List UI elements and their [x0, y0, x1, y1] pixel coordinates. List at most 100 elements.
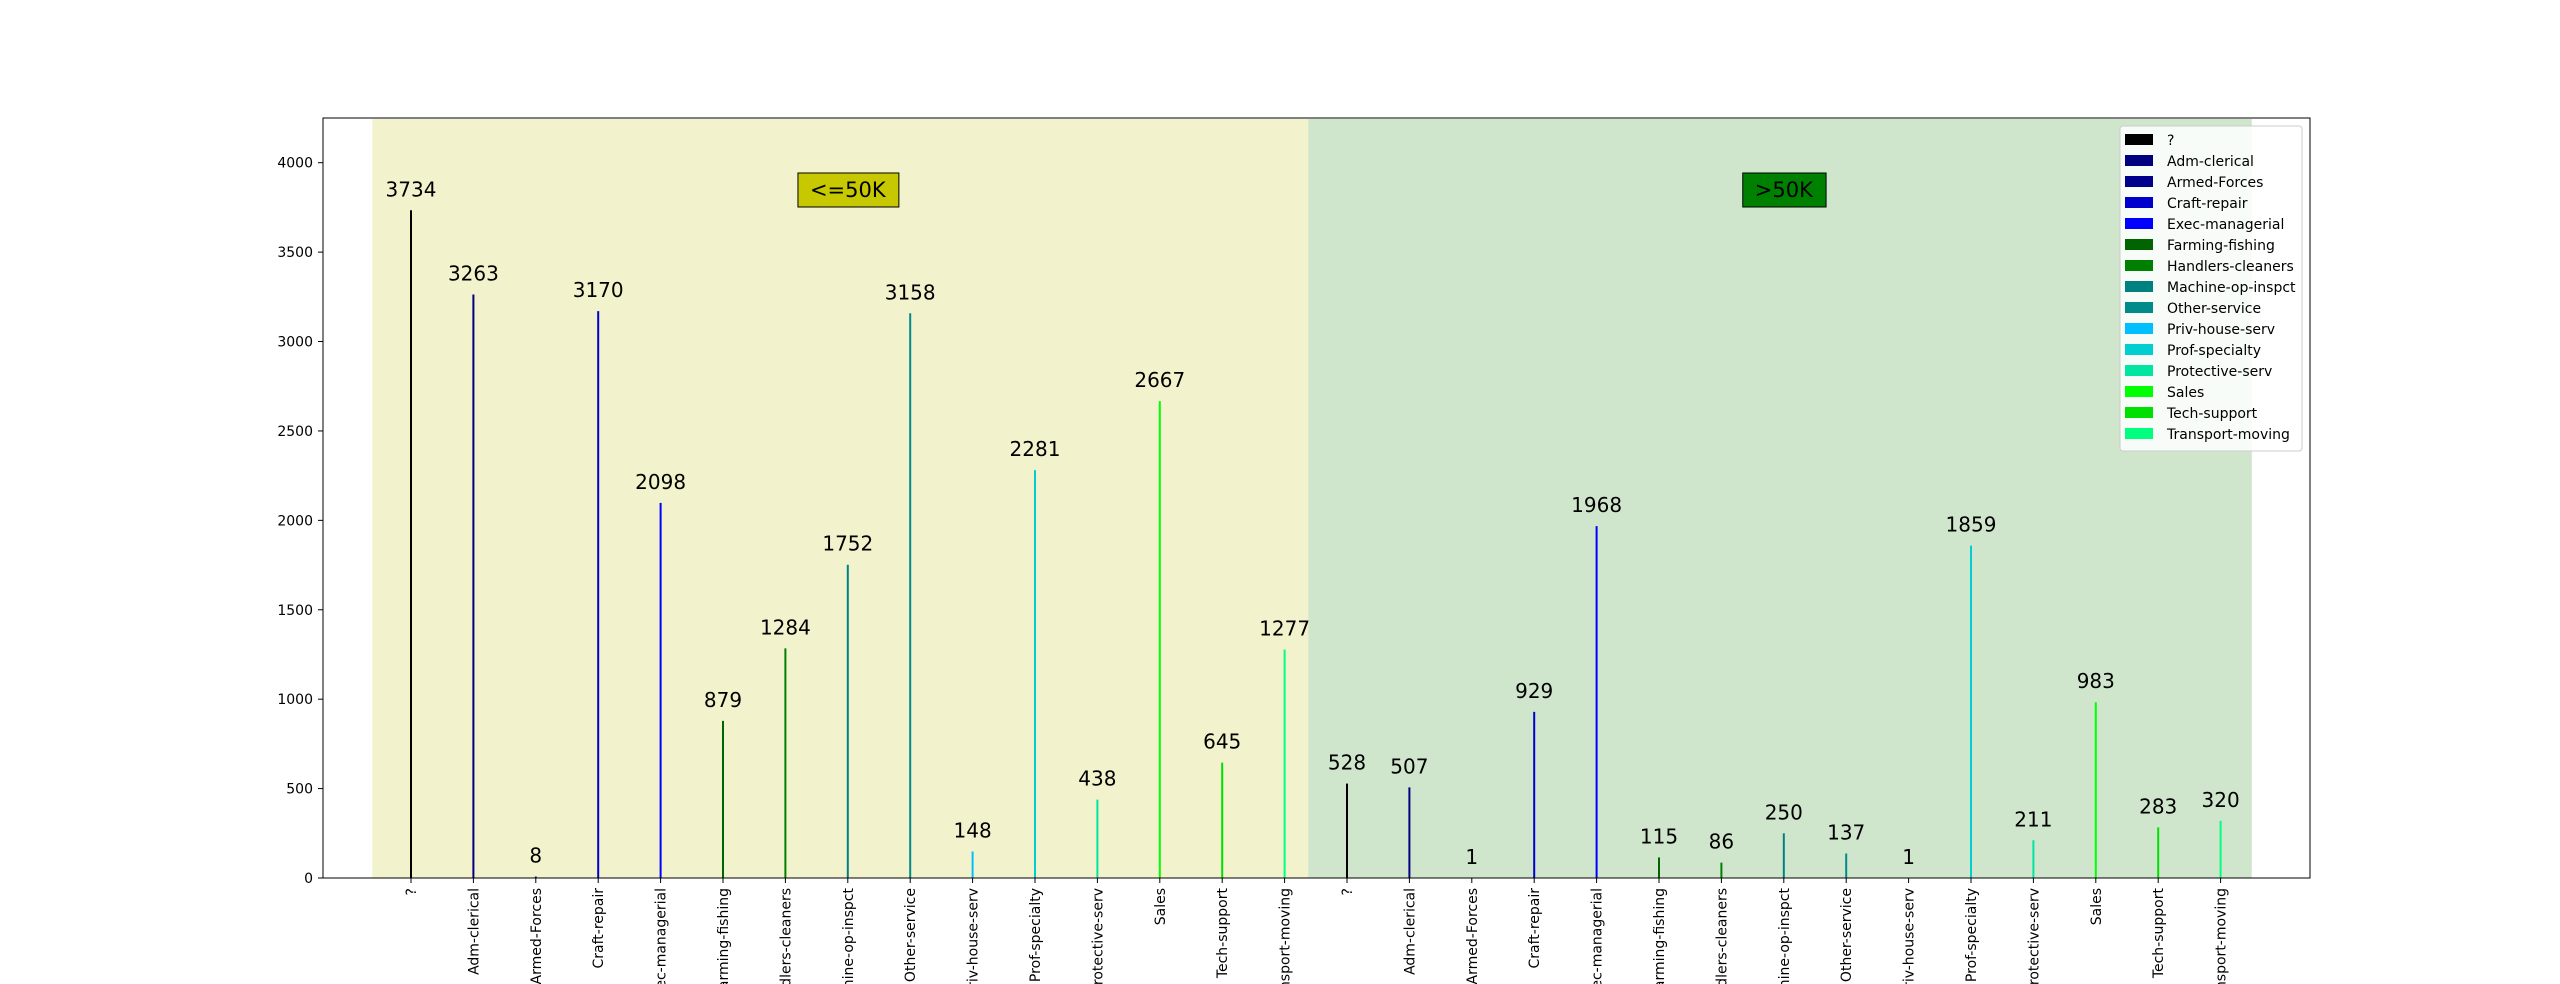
y-tick-label: 3500 [277, 245, 313, 261]
y-tick-label: 3000 [277, 335, 313, 351]
x-tick-label: Adm-clerical [466, 888, 482, 975]
value-label: 1752 [822, 532, 873, 556]
y-tick-label: 2500 [277, 424, 313, 440]
value-label: 507 [1390, 754, 1428, 778]
x-tick-label: Craft-repair [591, 888, 607, 969]
legend-swatch [2125, 155, 2153, 166]
value-label: 3170 [573, 278, 624, 302]
x-tick-label: Armed-Forces [529, 888, 545, 984]
x-tick-label: Protective-serv [2026, 888, 2042, 984]
legend: ? Adm-clerical Armed-Forces Craft-repair Exe… [2119, 125, 2303, 452]
legend-swatch [2125, 386, 2153, 397]
y-tick-label: 1500 [277, 603, 313, 619]
x-tick-label: Other-service [903, 888, 919, 982]
value-label: 1277 [1259, 617, 1310, 641]
legend-swatch [2125, 176, 2153, 187]
x-tick-label: Adm-clerical [1402, 888, 1418, 975]
legend-swatch [2125, 323, 2153, 334]
legend-entry: Protective-serv [2167, 364, 2272, 380]
x-tick-label: Priv-house-serv [1902, 888, 1918, 984]
legend-entry: Tech-support [2166, 406, 2258, 422]
group-label-box [1742, 172, 1827, 208]
value-label: 3263 [448, 261, 499, 285]
x-tick-label: Tech-support [2151, 888, 2167, 980]
x-tick-label: Handlers-cleaners [1714, 888, 1730, 984]
value-label: 1 [1465, 845, 1478, 869]
legend-entry: Sales [2167, 385, 2204, 401]
legend-swatch [2125, 260, 2153, 271]
legend-entry: Prof-specialty [2167, 343, 2261, 359]
value-label: 528 [1328, 751, 1366, 775]
x-tick-label: Exec-managerial [1590, 888, 1606, 984]
x-tick-label: Exec-managerial [654, 888, 670, 984]
x-tick-label: Tech-support [1215, 888, 1231, 980]
group-labels: <=50K >50K [797, 172, 1827, 208]
legend-entry: Transport-moving [2166, 427, 2290, 443]
value-label: 3158 [885, 280, 936, 304]
x-tick-label: Farming-fishing [1652, 888, 1668, 984]
legend-entry: Priv-house-serv [2167, 322, 2275, 338]
group-label-box [797, 172, 900, 208]
plot-frame [322, 117, 2311, 879]
value-label: 3734 [386, 177, 437, 201]
value-label: 1 [1902, 845, 1915, 869]
bars [410, 210, 2222, 878]
value-label: 2667 [1134, 368, 1185, 392]
value-label: 320 [2202, 788, 2240, 812]
x-tick-label: Prof-specialty [1964, 888, 1980, 982]
value-label: 148 [954, 819, 992, 843]
value-label: 250 [1765, 800, 1803, 824]
legend-swatch [2125, 281, 2153, 292]
legend-entry: Exec-managerial [2167, 217, 2284, 233]
x-tick-label: Craft-repair [1527, 888, 1543, 969]
value-label: 929 [1515, 679, 1553, 703]
legend-swatch [2125, 134, 2153, 145]
legend-entry: Adm-clerical [2167, 154, 2254, 170]
legend-entry: Craft-repair [2167, 196, 2248, 212]
group-band [1308, 119, 2252, 878]
group-label: >50K [1755, 178, 1814, 202]
legend-swatch [2125, 428, 2153, 439]
x-tick-label: Armed-Forces [1465, 888, 1481, 984]
x-tick-label: Handlers-cleaners [778, 888, 794, 984]
x-tick-label: Farming-fishing [716, 888, 732, 984]
legend-entry: Machine-op-inspct [2167, 280, 2296, 296]
value-label: 879 [704, 688, 742, 712]
value-label: 137 [1827, 821, 1865, 845]
value-label: 86 [1709, 830, 1734, 854]
value-label: 283 [2139, 794, 2177, 818]
legend-swatch [2125, 302, 2153, 313]
x-tick-label: Other-service [1839, 888, 1855, 982]
value-label: 8 [529, 844, 542, 868]
group-bands [372, 119, 2252, 878]
group-band [372, 119, 1316, 878]
x-tick-label: ? [404, 888, 420, 895]
value-label: 1284 [760, 615, 811, 639]
y-axis: 0 500 1000 1500 2000 2500 3000 3500 4000 [277, 156, 323, 887]
x-tick-label: Sales [2089, 888, 2105, 925]
legend-entry: Other-service [2167, 301, 2261, 317]
value-label: 983 [2077, 669, 2115, 693]
legend-swatch [2125, 197, 2153, 208]
x-tick-label: Protective-serv [1090, 888, 1106, 984]
legend-swatch [2125, 218, 2153, 229]
x-tick-label: Machine-op-inspct [1777, 888, 1793, 984]
x-tick-label: Transport-moving [1278, 888, 1294, 984]
legend-swatch [2125, 407, 2153, 418]
legend-swatch [2125, 239, 2153, 250]
x-tick-label: Priv-house-serv [966, 888, 982, 984]
value-label: 645 [1203, 730, 1241, 754]
x-tick-label: Prof-specialty [1028, 888, 1044, 982]
legend-entry: Armed-Forces [2167, 175, 2263, 191]
value-labels: 3734 3263 8 3170 2098 879 1284 1752 3158 148 2281 4… [386, 177, 2240, 869]
value-label: 438 [1078, 767, 1116, 791]
x-tick-label: Sales [1153, 888, 1169, 925]
value-label: 115 [1640, 824, 1678, 848]
y-tick-label: 1000 [277, 692, 313, 708]
y-tick-label: 0 [304, 871, 313, 887]
y-tick-label: 2000 [277, 513, 313, 529]
legend-box [2119, 125, 2303, 452]
legend-swatch [2125, 344, 2153, 355]
value-label: 211 [2014, 807, 2052, 831]
